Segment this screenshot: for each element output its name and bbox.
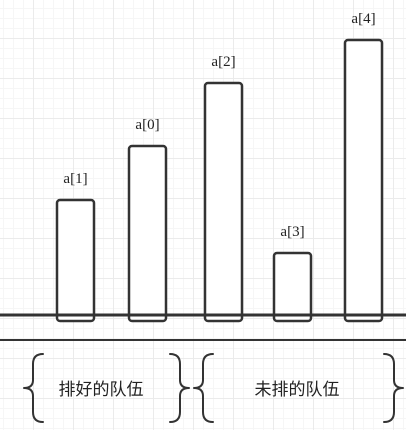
bar-label-a0: a[0]	[135, 117, 159, 133]
bar-a4	[343, 38, 384, 323]
bar-label-a2: a[2]	[211, 54, 235, 70]
group-label-unsorted: 未排的队伍	[255, 380, 340, 400]
bar-label-a3: a[3]	[280, 224, 304, 240]
bar-label-a4: a[4]	[351, 11, 375, 27]
left-brace-sorted	[23, 353, 44, 423]
right-brace-sorted	[169, 353, 190, 423]
bar-a0	[127, 144, 168, 323]
right-brace-unsorted	[383, 353, 404, 423]
bar-a2	[203, 81, 244, 323]
bar-a1	[55, 198, 96, 323]
bar-label-a1: a[1]	[63, 171, 87, 187]
left-brace-unsorted	[193, 353, 214, 423]
group-label-sorted: 排好的队伍	[59, 380, 144, 400]
bar-a3	[272, 251, 313, 323]
bars-group: a[1] a[0] a[2] a[3] a[4]	[55, 11, 384, 323]
